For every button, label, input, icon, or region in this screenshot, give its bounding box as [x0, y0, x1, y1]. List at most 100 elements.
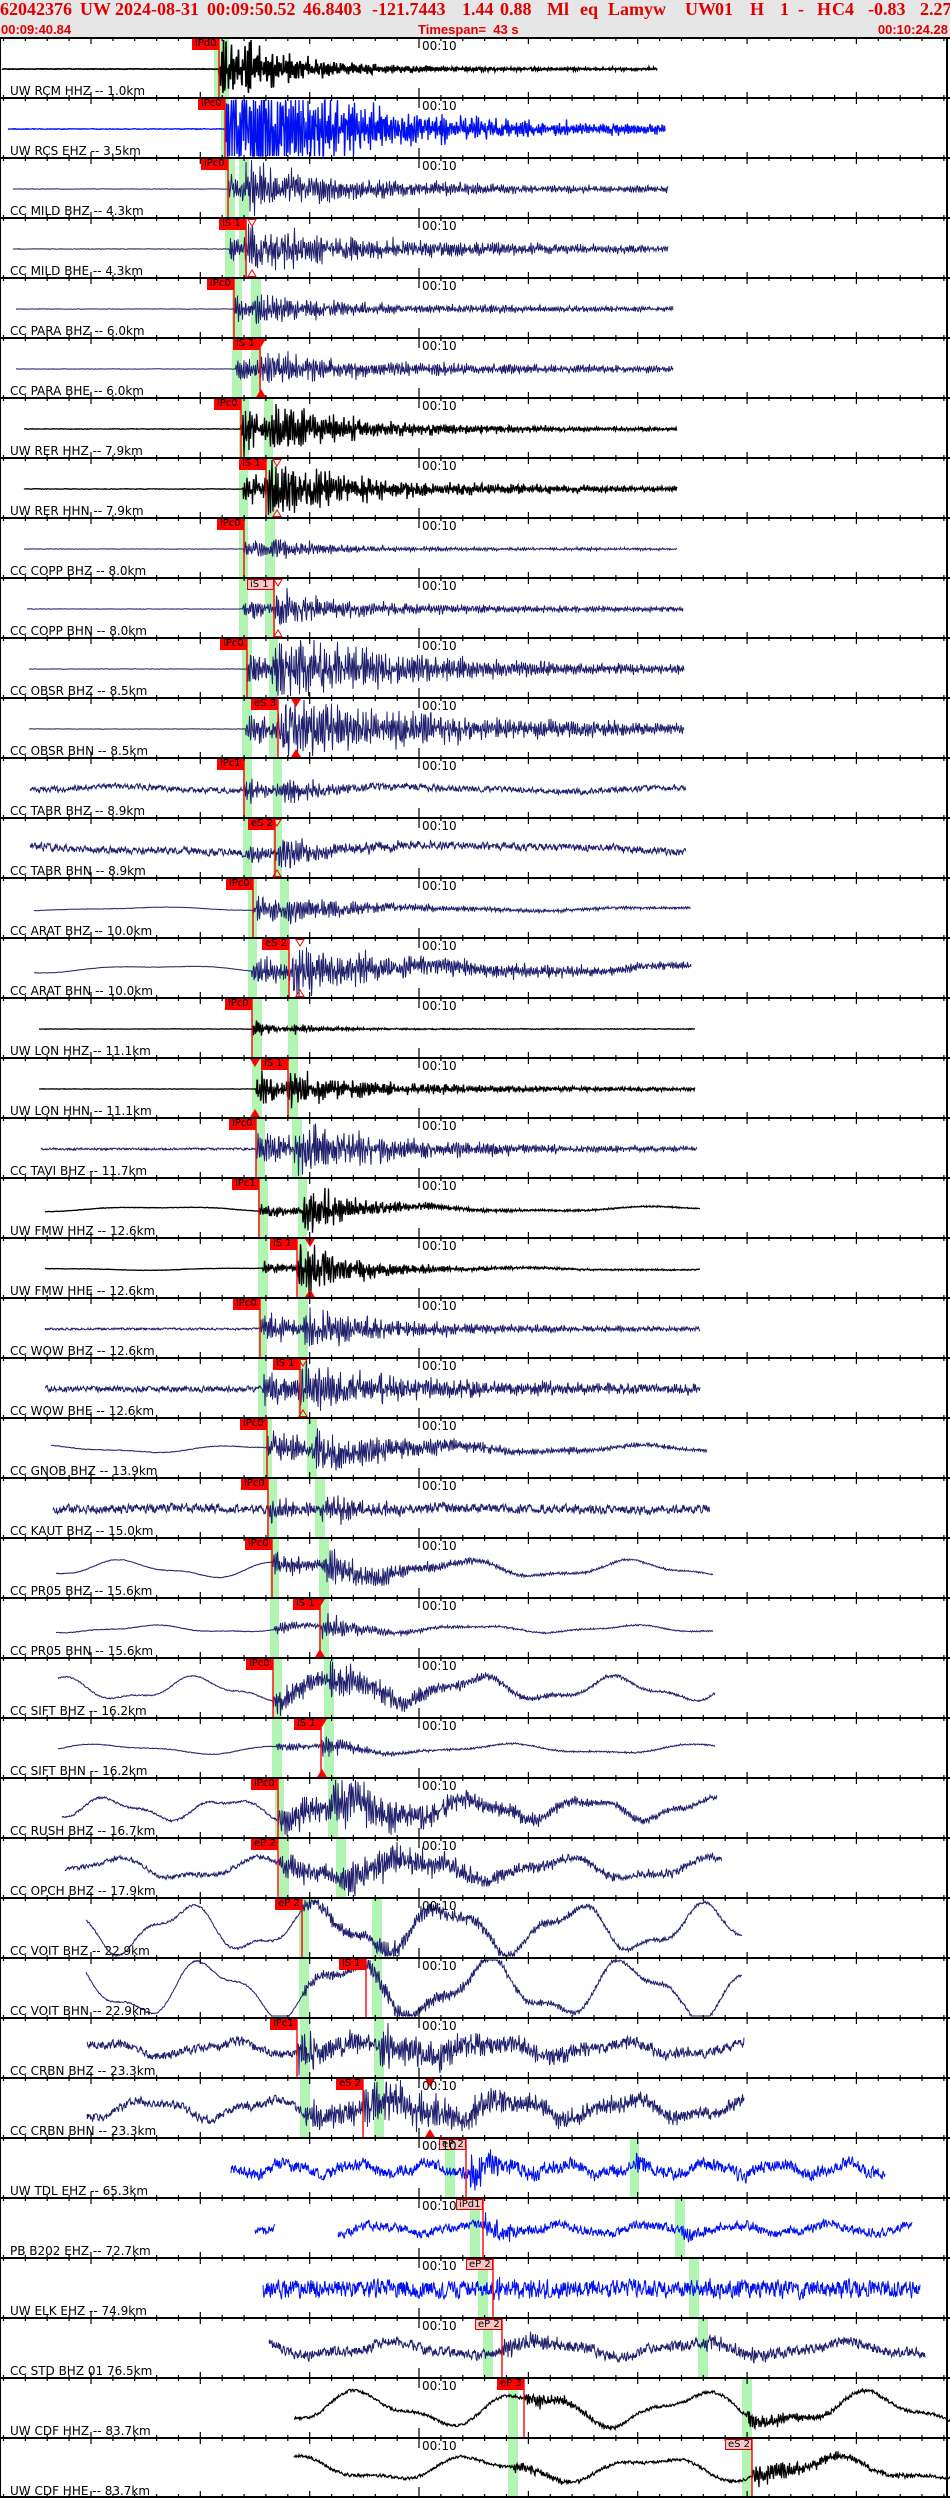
- waveform-panel-cc-pr05-bhn[interactable]: iS 1 00:10 CC PR05 BHN -- 15.6km: [0, 1598, 950, 1658]
- waveform-panel-cc-copp-bhn[interactable]: iS 1 00:10 CC COPP BHN -- 8.0km: [0, 578, 950, 638]
- phase-pick-label[interactable]: eS 3: [251, 699, 278, 710]
- waveform-panel-cc-para-bhz[interactable]: iPc0 00:10 CC PARA BHZ -- 6.0km: [0, 278, 950, 338]
- phase-pick-label[interactable]: eS 2: [262, 939, 289, 950]
- waveform-panel-uw-cdf-hhz[interactable]: eP 3 00:10 UW CDF HHZ -- 83.7km: [0, 2378, 950, 2438]
- waveform-panel-cc-mild-bhe[interactable]: iS 1 00:10 CC MILD BHE -- 4.3km: [0, 218, 950, 278]
- waveform-panel-cc-tabr-bhz[interactable]: iPc1 00:10 CC TABR BHZ -- 8.9km: [0, 758, 950, 818]
- phase-pick-label[interactable]: eS 2: [336, 2079, 363, 2090]
- waveform-panel-cc-crbn-bhz[interactable]: iPc1 00:10 CC CRBN BHZ -- 23.3km: [0, 2018, 950, 2078]
- waveform-panel-cc-tavi-bhz[interactable]: iPc0 00:10 CC TAVI BHZ -- 11.7km: [0, 1118, 950, 1178]
- phase-pick-label[interactable]: iPc0: [201, 159, 228, 170]
- phase-pick-label[interactable]: iS 1: [239, 459, 266, 470]
- waveform-plot: [85, 1958, 743, 2018]
- phase-pick-label[interactable]: iPd1: [456, 2199, 483, 2210]
- waveform-panel-cc-arat-bhn[interactable]: eS 2 00:10 CC ARAT BHN -- 10.0km: [0, 938, 950, 998]
- waveform-panel-uw-fmw-hhe[interactable]: iS 1 00:10 UW FMW HHE -- 12.6km: [0, 1238, 950, 1298]
- arrival-window-band: [374, 2019, 384, 2077]
- waveform-panel-cc-mild-bhz[interactable]: iPc0 00:10 CC MILD BHZ -- 4.3km: [0, 158, 950, 218]
- channel-label: CC PR05 BHZ -- 15.6km: [10, 1584, 153, 1598]
- phase-pick-label[interactable]: iPc0: [240, 1419, 267, 1430]
- waveform-plot: [23, 519, 678, 577]
- phase-pick-label[interactable]: iS 1: [247, 579, 274, 590]
- phase-pick-label[interactable]: eP 2: [475, 2319, 502, 2330]
- minute-time-label: 00:10: [422, 2019, 457, 2033]
- waveform-panel-cc-kaut-bhz[interactable]: iPc0 00:10 CC KAUT BHZ -- 15.0km: [0, 1478, 950, 1538]
- phase-pick-label[interactable]: iPc0: [207, 279, 234, 290]
- waveform-panel-uw-rcm-hhz[interactable]: iPd0 00:10 UW RCM HHZ -- 1.0km: [0, 38, 950, 98]
- phase-pick-label[interactable]: iPc0: [229, 1119, 256, 1130]
- phase-pick-label[interactable]: iPc1: [270, 2019, 297, 2030]
- phase-pick-label[interactable]: iPc0: [225, 999, 252, 1010]
- phase-pick-label[interactable]: iPc0: [251, 1779, 278, 1790]
- waveform-panel-cc-gnob-bhz[interactable]: iPc0 00:10 CC GNOB BHZ -- 13.9km: [0, 1418, 950, 1478]
- magnitude: 0.88: [500, 0, 532, 19]
- waveform-plot: [293, 2439, 950, 2497]
- phase-pick-label[interactable]: iPc0: [233, 1299, 260, 1310]
- triangle-down-icon: [250, 1059, 260, 1067]
- minute-time-label: 00:10: [422, 2379, 457, 2393]
- phase-pick-label[interactable]: eP 2: [275, 1899, 302, 1910]
- waveform-panel-cc-para-bhe[interactable]: iS 1 00:10 CC PARA BHE -- 6.0km: [0, 338, 950, 398]
- waveform-panel-cc-crbn-bhn[interactable]: eS 2 00:10 CC CRBN BHN -- 23.3km: [0, 2078, 950, 2138]
- phase-pick-label[interactable]: iPc0: [246, 1659, 273, 1670]
- waveform-panel-cc-wow-bhz[interactable]: iPc0 00:10 CC WOW BHZ -- 12.6km: [0, 1298, 950, 1358]
- phase-pick-label[interactable]: iPc0: [217, 519, 244, 530]
- waveform-panel-cc-opch-bhz[interactable]: eP 2 00:10 CC OPCH BHZ -- 17.9km: [0, 1838, 950, 1898]
- waveform-panel-cc-obsr-bhz[interactable]: iPc0 00:10 CC OBSR BHZ -- 8.5km: [0, 638, 950, 698]
- phase-pick-label[interactable]: iS 1: [339, 1959, 366, 1970]
- waveform-panel-uw-elk-ehz[interactable]: eP 2 00:10 UW ELK EHZ -- 74.9km: [0, 2258, 950, 2318]
- waveform-panel-cc-wow-bhe[interactable]: iS 1 00:10 CC WOW BHE -- 12.6km: [0, 1358, 950, 1418]
- waveform-panel-cc-tabr-bhn[interactable]: eS 2 00:10 CC TABR BHN -- 8.9km: [0, 818, 950, 878]
- phase-pick-label[interactable]: iS 1: [261, 1059, 288, 1070]
- waveform-panel-uw-tdl-ehz[interactable]: eP 2 00:10 UW TDL EHZ -- 65.3km: [0, 2138, 950, 2198]
- waveform-panel-cc-voit-bhn[interactable]: iS 1 00:10 CC VOIT BHN -- 22.9km: [0, 1958, 950, 2018]
- minute-time-label: 00:10: [422, 2319, 457, 2333]
- phase-pick-label[interactable]: iPc0: [198, 99, 225, 110]
- minute-time-label: 00:10: [422, 399, 457, 413]
- waveform-panel-uw-rcs-ehz[interactable]: iPc0 00:10 UW RCS EHZ -- 3.5km: [0, 98, 950, 158]
- phase-pick-label[interactable]: iS 1: [294, 1719, 321, 1730]
- waveform-panel-cc-sift-bhz[interactable]: iPc0 00:10 CC SIFT BHZ -- 16.2km: [0, 1658, 950, 1718]
- waveform-plot: [33, 879, 692, 937]
- phase-pick-label[interactable]: iPc0: [220, 639, 247, 650]
- phase-pick-label[interactable]: iS 1: [219, 219, 246, 230]
- waveform-panel-cc-copp-bhz[interactable]: iPc0 00:10 CC COPP BHZ -- 8.0km: [0, 518, 950, 578]
- phase-pick-label[interactable]: iS 1: [293, 1599, 320, 1610]
- waveform-trace: [15, 294, 674, 325]
- phase-pick-label[interactable]: eS 2: [725, 2439, 752, 2450]
- waveform-panel-uw-lon-hhz[interactable]: iPc0 00:10 UW LON HHZ -- 11.1km: [0, 998, 950, 1058]
- phase-pick-label[interactable]: iPc0: [226, 879, 253, 890]
- waveform-panel-cc-obsr-bhn[interactable]: eS 3 00:10 CC OBSR BHN -- 8.5km: [0, 698, 950, 758]
- minute-time-label: 00:10: [422, 39, 457, 53]
- phase-pick-label[interactable]: iPc0: [214, 399, 241, 410]
- waveform-panel-cc-voit-bhz[interactable]: eP 2 00:10 CC VOIT BHZ -- 22.9km: [0, 1898, 950, 1958]
- waveform-panel-pb-b202-ehz[interactable]: iPd1 00:10 PB B202 EHZ -- 72.7km: [0, 2198, 950, 2258]
- phase-pick-label[interactable]: iPd0: [192, 39, 219, 50]
- channel-label: CC SIFT BHN -- 16.2km: [10, 1764, 148, 1778]
- phase-pick-label[interactable]: iPc1: [217, 759, 244, 770]
- waveform-panel-cc-pr05-bhz[interactable]: iPc0 00:10 CC PR05 BHZ -- 15.6km: [0, 1538, 950, 1598]
- waveform-panel-cc-rush-bhz[interactable]: iPc0 00:10 CC RUSH BHZ -- 16.7km: [0, 1778, 950, 1838]
- waveform-panel-uw-fmw-hhz[interactable]: iPc1 00:10 UW FMW HHZ -- 12.6km: [0, 1178, 950, 1238]
- arrival-window-band: [372, 1959, 382, 2017]
- phase-pick-label[interactable]: eP 3: [497, 2379, 524, 2390]
- waveform-panel-uw-lon-hhn[interactable]: iS 1 00:10 UW LON HHN -- 11.1km: [0, 1058, 950, 1118]
- phase-pick-label[interactable]: iS 1: [270, 1239, 297, 1250]
- phase-pick-label[interactable]: eP 2: [251, 1839, 278, 1850]
- phase-pick-label[interactable]: iPc0: [241, 1479, 268, 1490]
- phase-pick-label[interactable]: eP 2: [466, 2259, 493, 2270]
- waveform-panel-uw-rer-hhn[interactable]: iS 1 00:10 UW RER HHN -- 7.9km: [0, 458, 950, 518]
- waveform-trace: [262, 2276, 921, 2301]
- waveform-panel-cc-arat-bhz[interactable]: iPc0 00:10 CC ARAT BHZ -- 10.0km: [0, 878, 950, 938]
- waveform-panel-cc-sift-bhn[interactable]: iS 1 00:10 CC SIFT BHN -- 16.2km: [0, 1718, 950, 1778]
- waveform-panel-uw-cdf-hhe[interactable]: eS 2 00:10 UW CDF HHE -- 83.7km: [0, 2438, 950, 2498]
- phase-pick-label[interactable]: iPc0: [245, 1539, 272, 1550]
- triangle-up-icon: [291, 749, 301, 757]
- phase-pick-label[interactable]: iPc1: [232, 1179, 259, 1190]
- waveform-panel-cc-std-bhz[interactable]: eP 2 00:10 CC STD BHZ 01 76.5km: [0, 2318, 950, 2378]
- phase-pick-label[interactable]: iS 1: [233, 339, 260, 350]
- phase-pick-label[interactable]: eS 2: [248, 819, 275, 830]
- phase-pick-label[interactable]: iS 1: [273, 1359, 300, 1370]
- waveform-panel-uw-rer-hhz[interactable]: iPc0 00:10 UW RER HHZ -- 7.9km: [0, 398, 950, 458]
- phase-pick-label[interactable]: eP 2: [439, 2139, 466, 2150]
